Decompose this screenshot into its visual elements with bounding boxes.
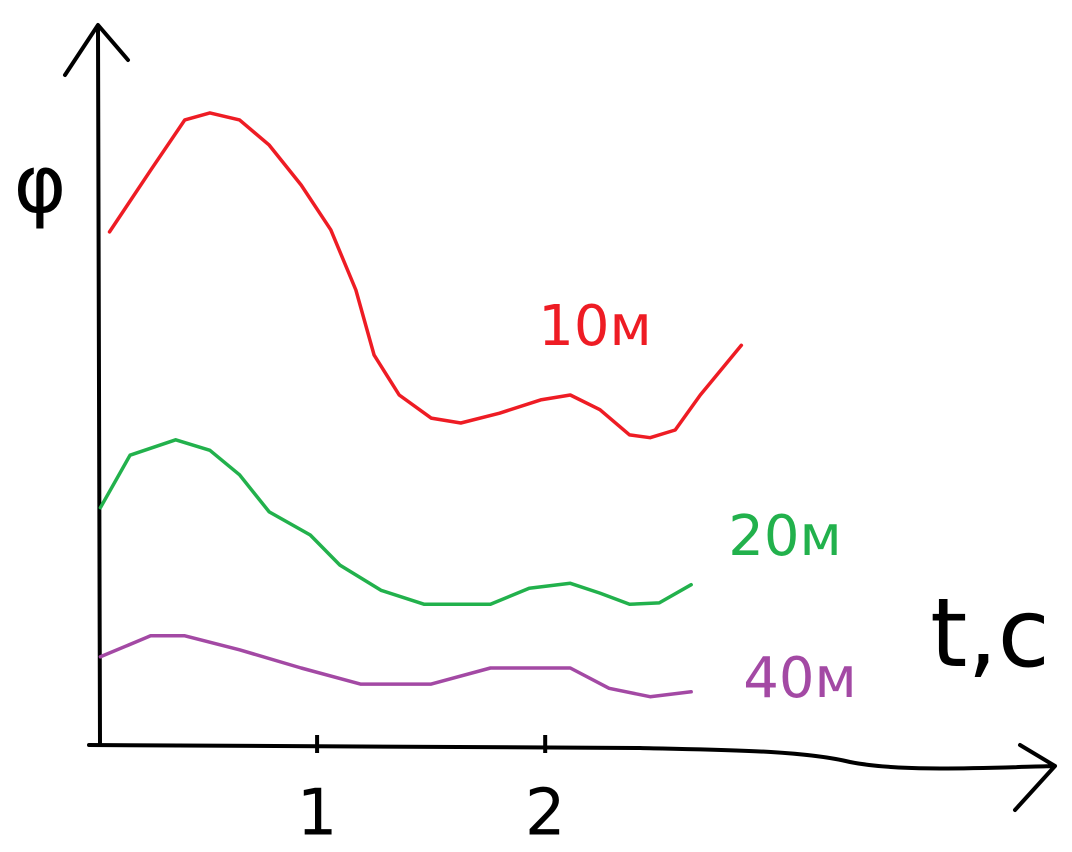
series-label: 40м [743, 646, 857, 711]
x-axis [89, 745, 1055, 810]
x-axis-label: t,c [930, 579, 1050, 689]
page: {"chart_data": {"type": "line", "y_label… [0, 0, 1072, 852]
series-label: 20м [728, 504, 842, 569]
y-axis [65, 25, 128, 745]
series-line [100, 636, 691, 697]
series-line [100, 440, 691, 605]
y-axis-label: φ [14, 138, 67, 231]
series-line [110, 113, 742, 438]
series-label: 10м [538, 294, 652, 359]
chart: φ t,c 1 2 10м 20м 40м [0, 0, 1072, 852]
x-tick-label: 2 [525, 777, 566, 851]
x-tick-label: 1 [297, 777, 338, 851]
